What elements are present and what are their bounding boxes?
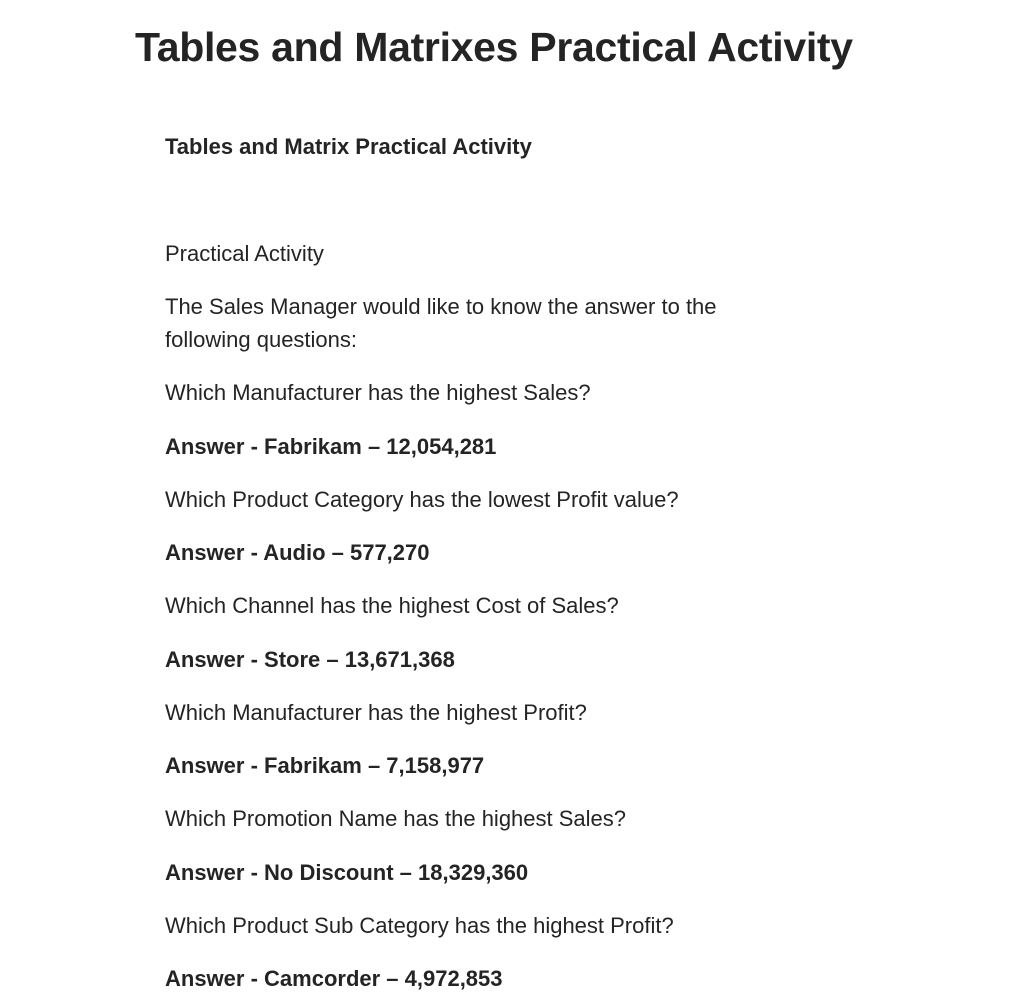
answer-6: Answer - Camcorder – 4,972,853 — [165, 966, 503, 991]
answer-1: Answer - Fabrikam – 12,054,281 — [165, 434, 497, 459]
question-2: Which Product Category has the lowest Pr… — [165, 487, 679, 512]
page-title: Tables and Matrixes Practical Activity — [135, 24, 853, 70]
answer-4: Answer - Fabrikam – 7,158,977 — [165, 753, 485, 778]
question-6: Which Product Sub Category has the highe… — [165, 913, 674, 938]
question-5: Which Promotion Name has the highest Sal… — [165, 806, 627, 831]
answer-3: Answer - Store – 13,671,368 — [165, 647, 455, 672]
section-heading: Tables and Matrix Practical Activity — [165, 134, 532, 159]
intro-label: Practical Activity — [165, 241, 324, 266]
question-4: Which Manufacturer has the highest Profi… — [165, 700, 587, 725]
answer-5: Answer - No Discount – 18,329,360 — [165, 860, 529, 885]
intro-text: The Sales Manager would like to know the… — [165, 294, 717, 352]
question-3: Which Channel has the highest Cost of Sa… — [165, 593, 619, 618]
answer-2: Answer - Audio – 577,270 — [165, 540, 430, 565]
question-1: Which Manufacturer has the highest Sales… — [165, 380, 591, 405]
